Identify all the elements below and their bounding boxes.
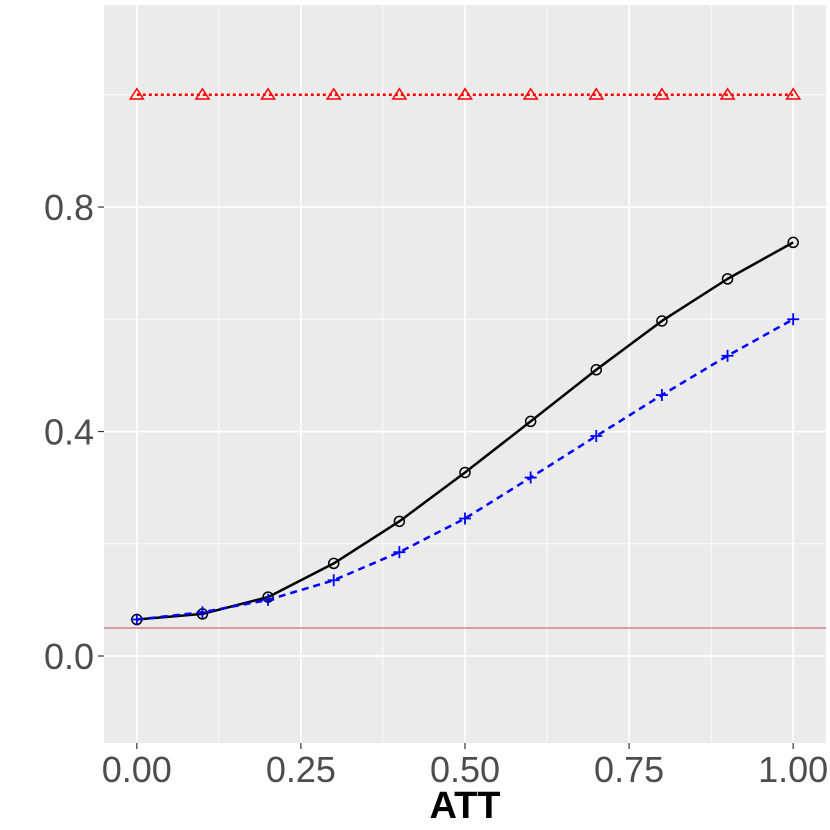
data-point bbox=[457, 87, 473, 100]
x-tick-label: 0.25 bbox=[266, 749, 336, 790]
y-tick-labels: 0.0 0.4 0.8 bbox=[44, 187, 94, 677]
y-tick-label: 0.0 bbox=[44, 636, 94, 677]
y-tick-label: 0.4 bbox=[44, 412, 94, 453]
axis-ticks bbox=[98, 206, 794, 749]
x-axis-title: ATT bbox=[429, 785, 500, 827]
y-tick-label: 0.8 bbox=[44, 187, 94, 228]
data-point bbox=[196, 606, 209, 619]
series-1 bbox=[128, 87, 802, 100]
x-tick-label: 0.75 bbox=[594, 749, 664, 790]
series-layer bbox=[128, 87, 802, 626]
series-line bbox=[136, 241, 794, 621]
x-tick-label: 0.50 bbox=[430, 749, 500, 790]
data-point bbox=[524, 471, 537, 484]
data-point bbox=[194, 87, 211, 100]
data-point bbox=[327, 574, 340, 587]
data-point bbox=[655, 389, 668, 402]
data-point bbox=[590, 364, 603, 376]
series-line bbox=[136, 318, 794, 621]
data-point bbox=[787, 236, 799, 249]
data-point bbox=[325, 87, 342, 100]
data-point bbox=[327, 557, 340, 570]
data-point bbox=[128, 87, 145, 100]
data-point bbox=[787, 313, 800, 326]
data-point bbox=[524, 415, 537, 428]
data-point bbox=[785, 87, 802, 100]
data-point bbox=[393, 546, 406, 559]
data-point bbox=[590, 430, 603, 443]
data-point bbox=[656, 315, 668, 327]
data-point bbox=[262, 593, 275, 606]
data-point bbox=[459, 512, 471, 525]
data-point bbox=[719, 87, 736, 100]
x-tick-label: 0.00 bbox=[102, 749, 172, 790]
data-point bbox=[459, 466, 471, 479]
data-point bbox=[260, 87, 277, 100]
data-point bbox=[393, 515, 406, 528]
series-2 bbox=[131, 236, 799, 626]
x-tick-labels: 0.00 0.25 0.50 0.75 1.00 bbox=[102, 749, 828, 790]
data-point bbox=[391, 87, 408, 100]
data-point bbox=[653, 87, 670, 100]
major-gridlines bbox=[104, 5, 826, 743]
data-point bbox=[721, 273, 734, 285]
x-tick-label: 1.00 bbox=[758, 749, 828, 790]
data-point bbox=[588, 87, 605, 100]
data-point bbox=[522, 87, 539, 100]
data-point bbox=[721, 349, 734, 362]
data-point bbox=[130, 613, 143, 626]
series-3 bbox=[130, 313, 800, 626]
